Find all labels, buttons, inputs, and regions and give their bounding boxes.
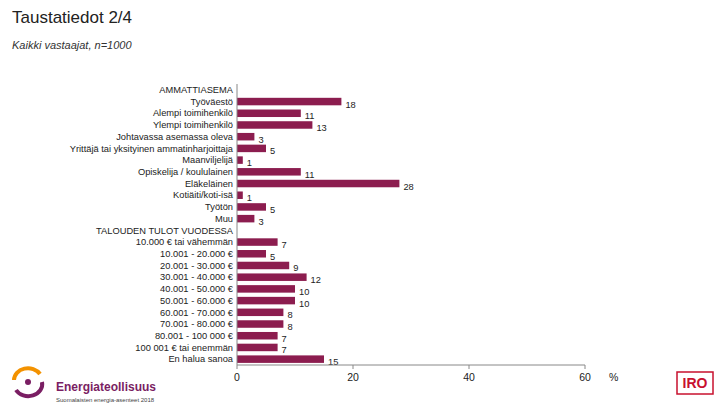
footer-text: Suomalaisten energia-asenteet 2018 <box>56 397 155 403</box>
x-tick-label: 40 <box>463 371 475 383</box>
logo-text: Energiateollisuus <box>56 380 156 394</box>
category-label: 60.001 - 70.000 € <box>160 308 234 318</box>
bar <box>237 355 324 363</box>
bar <box>237 297 295 305</box>
data-label: 18 <box>345 100 355 110</box>
bar <box>237 110 301 118</box>
bar <box>237 98 341 106</box>
subtitle: Kaikki vastaajat, n=1000 <box>12 39 132 51</box>
category-label: Työväestö <box>191 97 233 107</box>
category-label: 40.001 - 50.000 € <box>160 284 234 294</box>
x-tick <box>469 365 470 369</box>
data-label: 8 <box>287 310 292 320</box>
data-label: 7 <box>282 240 287 250</box>
bar <box>237 309 283 317</box>
x-tick <box>353 365 354 369</box>
category-label: Eläkeläinen <box>185 179 233 189</box>
data-label: 3 <box>258 217 263 227</box>
data-label: 7 <box>282 334 287 344</box>
category-label: 70.001 - 80.000 € <box>160 319 234 329</box>
category-label: TALOUDEN TULOT VUODESSA <box>96 226 234 236</box>
x-tick-label: 60 <box>579 371 591 383</box>
category-label: Muu <box>215 214 233 224</box>
data-label: 1 <box>247 193 252 203</box>
bar <box>237 273 307 281</box>
bar <box>237 344 278 352</box>
data-label: 9 <box>293 263 298 273</box>
bar <box>237 133 254 141</box>
category-label: Alempi toimihenkilö <box>153 108 233 118</box>
bar <box>237 238 278 246</box>
data-label: 7 <box>282 345 287 355</box>
bar <box>237 203 266 211</box>
data-label: 8 <box>287 322 292 332</box>
data-label: 15 <box>328 357 338 367</box>
logo-dot <box>25 379 31 385</box>
category-label: 30.001 - 40.000 € <box>160 272 234 282</box>
x-axis-label: % <box>609 371 618 383</box>
x-tick <box>237 365 238 369</box>
category-label: Kotiäiti/koti-isä <box>173 190 234 200</box>
x-axis-line <box>237 365 585 366</box>
iro-logo-text: IRO <box>683 375 708 391</box>
bar <box>237 285 295 293</box>
data-label: 5 <box>270 252 275 262</box>
title: Taustatiedot 2/4 <box>12 8 132 27</box>
category-label: En halua sanoa <box>168 354 233 364</box>
data-label: 5 <box>270 205 275 215</box>
bar <box>237 168 301 176</box>
data-label: 13 <box>316 123 326 133</box>
category-label: Työtön <box>205 202 233 212</box>
bar <box>237 262 289 270</box>
chart-root: Taustatiedot 2/4 Kaikki vastaajat, n=1000… <box>0 0 720 405</box>
category-label: Maanviljelijä <box>182 155 233 165</box>
bars <box>237 98 399 363</box>
category-label: 80.001 - 100 000 € <box>155 331 234 341</box>
category-label: Johtavassa asemassa oleva <box>116 132 234 142</box>
category-label: 10.001 - 20.000 € <box>160 249 234 259</box>
category-label: 50.001 - 60.000 € <box>160 296 234 306</box>
x-tick <box>585 365 586 369</box>
category-label: Yrittäjä tai yksityinen ammatinharjoitta… <box>70 144 234 154</box>
category-label: 20.001 - 30.000 € <box>160 261 234 271</box>
x-tick-label: 20 <box>347 371 359 383</box>
data-label: 10 <box>299 299 309 309</box>
bar <box>237 215 254 223</box>
bar <box>237 180 399 188</box>
x-tick-label: 0 <box>234 371 240 383</box>
bar <box>237 332 278 340</box>
iro-logo-box <box>677 372 713 394</box>
data-label: 12 <box>311 275 321 285</box>
data-label: 28 <box>403 182 413 192</box>
bar <box>237 250 266 257</box>
logo-arc <box>14 368 40 380</box>
data-label: 1 <box>247 158 252 168</box>
bar <box>237 121 312 128</box>
data-label: 11 <box>305 111 315 121</box>
category-label: 100 001 € tai enemmän <box>135 343 233 353</box>
chart-svg: Taustatiedot 2/4 Kaikki vastaajat, n=1000… <box>0 0 720 405</box>
bar <box>237 156 243 164</box>
category-label: Ylempi toimihenkilö <box>153 120 233 130</box>
category-label: AMMATTIASEMA <box>159 85 233 95</box>
y-axis-line <box>237 84 238 365</box>
data-label: 11 <box>305 170 315 180</box>
bar <box>237 320 283 328</box>
bar <box>237 191 243 199</box>
category-label: 10.000 € tai vähemmän <box>136 237 233 247</box>
bar <box>237 145 266 153</box>
data-label: 3 <box>258 135 263 145</box>
data-label: 5 <box>270 146 275 156</box>
category-label: Opiskelija / koululainen <box>138 167 233 177</box>
data-label: 10 <box>299 287 309 297</box>
